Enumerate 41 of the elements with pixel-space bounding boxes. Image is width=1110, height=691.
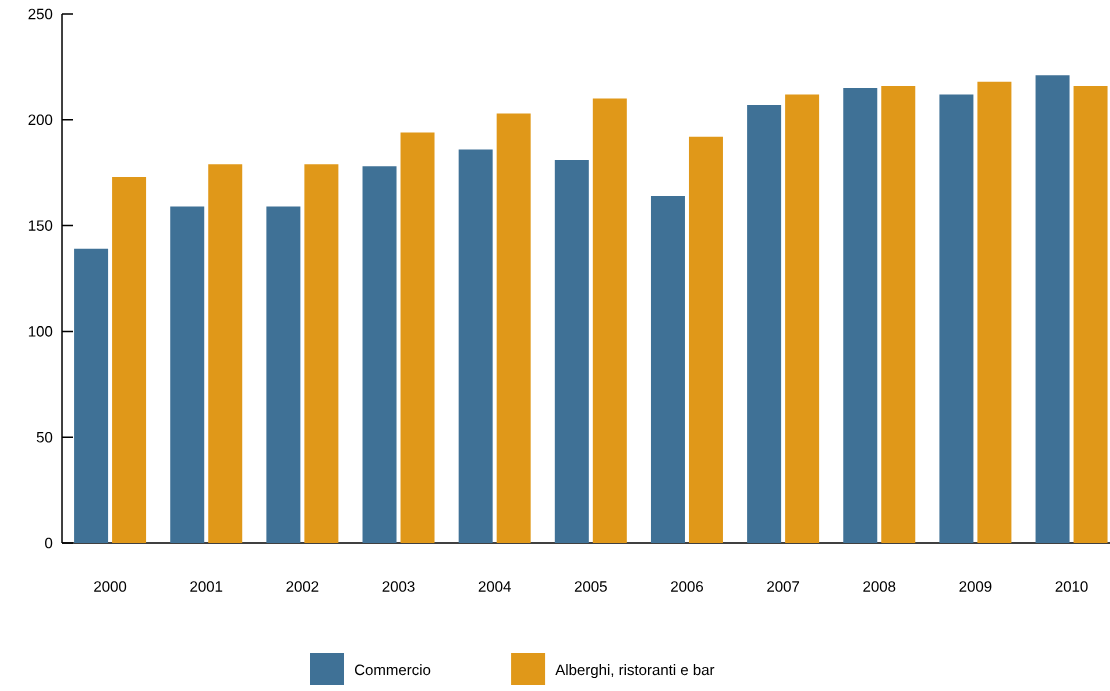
bar [554,159,589,543]
bar [74,248,109,543]
bar [977,81,1012,543]
x-tick-label: 2002 [286,581,319,592]
y-tick-label: 250 [28,8,53,20]
bar [496,113,531,543]
legend-label: Alberghi, ristoranti e bar [555,664,715,679]
x-tick-label: 2009 [959,581,992,592]
x-tick-label: 2003 [382,581,415,592]
bar [112,176,147,543]
bar [266,206,301,543]
x-tick-label: 2001 [190,581,223,592]
bar [688,136,723,543]
x-tick-label: 2004 [478,581,511,592]
x-tick-label: 2005 [574,581,607,592]
x-tick-label: 2000 [94,581,127,592]
y-tick-label: 200 [28,114,53,126]
x-tick-label: 2010 [1055,581,1088,592]
bar [650,195,685,543]
bar [881,85,916,543]
bar [747,104,782,543]
bar [1073,85,1108,543]
bar [208,164,243,543]
x-tick-label: 2008 [863,581,896,592]
bar [1035,75,1070,543]
bar [170,206,205,543]
y-tick-label: 0 [45,537,53,549]
bar [592,98,627,543]
bar [843,88,878,543]
bar [785,94,820,543]
x-tick-label: 2006 [671,581,703,592]
y-tick-label: 50 [36,431,53,443]
bar [362,166,397,543]
y-tick-label: 100 [28,326,53,337]
bar [939,94,974,543]
legend-label: Commercio [354,664,431,676]
y-tick-label: 150 [28,220,53,231]
bar [458,149,493,543]
bar [304,164,339,543]
bar [400,132,435,543]
x-tick-label: 2007 [767,581,800,592]
